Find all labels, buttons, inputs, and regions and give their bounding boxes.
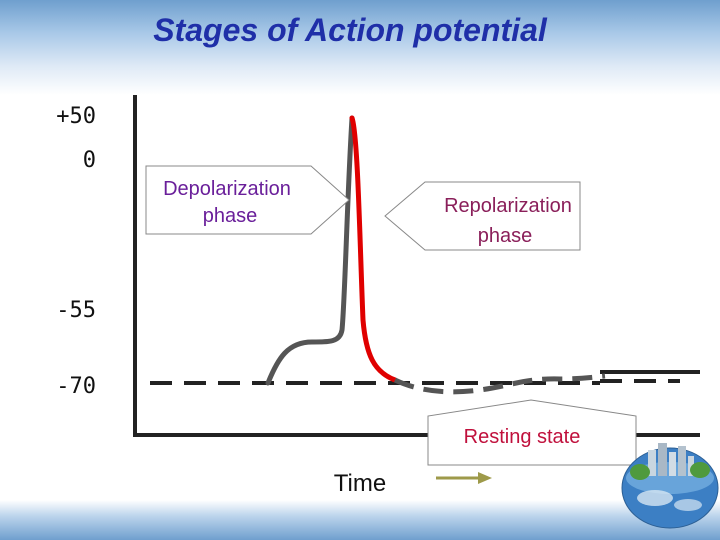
header-band: [0, 0, 720, 95]
hyperpolarization-curve: [393, 373, 606, 395]
time-arrow-head: [478, 472, 492, 484]
repolarization-callout: [384, 181, 581, 251]
globe-city-icon: [621, 443, 719, 529]
resting-label: Resting state: [464, 426, 581, 448]
falling-curve: [349, 115, 398, 383]
page-title: Stages of Action potential: [153, 12, 547, 48]
depolarization-callout: [145, 165, 350, 235]
repolarization-label-line2: phase: [478, 225, 533, 247]
footer-band: [0, 500, 720, 540]
resting-callout: [427, 399, 637, 466]
depolarization-label-line2: phase: [203, 205, 258, 227]
y-label-minus-70: -70: [56, 374, 96, 399]
y-label-plus-50: +50: [56, 104, 96, 129]
rising-curve: [265, 115, 355, 386]
y-label-minus-55: -55: [56, 298, 96, 323]
y-label-zero: 0: [82, 148, 96, 173]
depolarization-label-line1: Depolarization: [163, 178, 291, 200]
x-axis-label: Time: [333, 470, 387, 497]
repolarization-label-line1: Repolarization: [444, 195, 572, 217]
